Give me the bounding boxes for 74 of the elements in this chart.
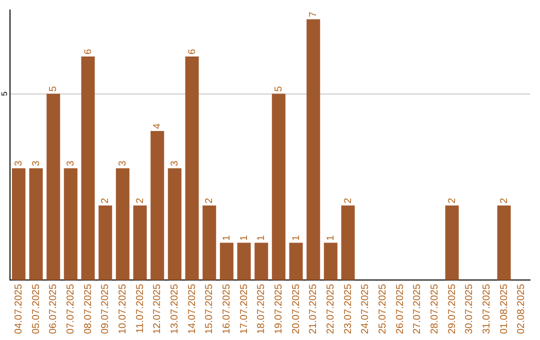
data-label: 3	[13, 160, 24, 166]
bar	[116, 168, 130, 280]
bar	[306, 19, 320, 280]
x-tick-label: 29.07.2025	[446, 284, 458, 334]
x-tick-label: 10.07.2025	[117, 284, 128, 334]
data-label: 2	[100, 197, 112, 204]
bar	[254, 242, 268, 280]
x-tick-label: 17.07.2025	[238, 284, 250, 334]
x-tick-label: 04.07.2025	[13, 284, 24, 334]
x-tick-label: 23.07.2025	[342, 284, 354, 334]
data-label: 4	[152, 123, 164, 130]
x-tick-label: 08.07.2025	[82, 284, 94, 334]
data-label: 2	[204, 197, 216, 204]
data-label: 3	[117, 160, 128, 166]
bar	[341, 205, 355, 280]
data-label: 3	[65, 160, 76, 166]
bar	[497, 205, 511, 280]
x-tick-label: 07.07.2025	[65, 284, 76, 334]
x-tick-label: 25.07.2025	[377, 284, 388, 334]
x-tick-label: 20.07.2025	[290, 284, 302, 334]
bar	[81, 56, 95, 280]
bar	[29, 168, 43, 280]
bar	[237, 242, 251, 280]
x-tick-label: 01.08.2025	[498, 284, 510, 334]
data-label: 1	[325, 234, 336, 241]
bar	[46, 94, 60, 280]
bar	[202, 205, 216, 280]
x-tick-label: 31.07.2025	[481, 284, 492, 334]
x-tick-label: 09.07.2025	[100, 284, 112, 334]
x-tick-label: 06.07.2025	[48, 284, 60, 334]
data-label: 1	[238, 234, 250, 241]
data-label: 6	[82, 48, 94, 55]
bar	[98, 205, 112, 280]
data-label: 1	[256, 234, 268, 241]
data-label: 6	[186, 48, 198, 55]
data-label: 1	[290, 234, 302, 241]
x-tick-label: 27.07.2025	[412, 284, 424, 334]
data-label: 2	[134, 197, 146, 204]
x-tick-label: 28.07.2025	[429, 284, 440, 334]
data-label: 1	[221, 234, 232, 241]
data-label: 2	[446, 197, 458, 204]
x-tick-label: 24.07.2025	[360, 284, 372, 334]
x-tick-label: 21.07.2025	[308, 284, 320, 334]
bar	[220, 242, 234, 280]
x-tick-label: 02.08.2025	[516, 284, 528, 334]
x-tick-label: 18.07.2025	[256, 284, 268, 334]
bar	[150, 131, 164, 280]
x-tick-label: 11.07.2025	[134, 284, 146, 334]
x-tick-label: 12.07.2025	[152, 284, 164, 334]
bar	[272, 94, 286, 280]
bar	[12, 168, 26, 280]
bar	[133, 205, 147, 280]
bar	[64, 168, 78, 280]
bar	[168, 168, 182, 280]
data-label: 5	[48, 86, 60, 92]
x-tick-label: 26.07.2025	[394, 284, 406, 334]
data-label: 5	[273, 86, 284, 92]
bar	[445, 205, 459, 280]
x-tick-label: 15.07.2025	[204, 284, 216, 334]
x-tick-label: 16.07.2025	[221, 284, 232, 334]
x-tick-label: 05.07.2025	[30, 284, 42, 334]
data-label: 2	[498, 197, 510, 204]
data-label: 3	[30, 160, 42, 166]
bar	[185, 56, 199, 280]
x-tick-label: 30.07.2025	[464, 284, 476, 334]
x-tick-label: 13.07.2025	[169, 284, 180, 334]
bar	[289, 242, 303, 280]
x-tick-label: 14.07.2025	[186, 284, 198, 334]
data-label: 7	[308, 11, 320, 18]
x-tick-label: 22.07.2025	[325, 284, 336, 334]
data-label: 3	[169, 160, 180, 166]
bar	[324, 242, 338, 280]
data-label: 2	[342, 197, 354, 204]
x-tick-label: 19.07.2025	[273, 284, 284, 334]
